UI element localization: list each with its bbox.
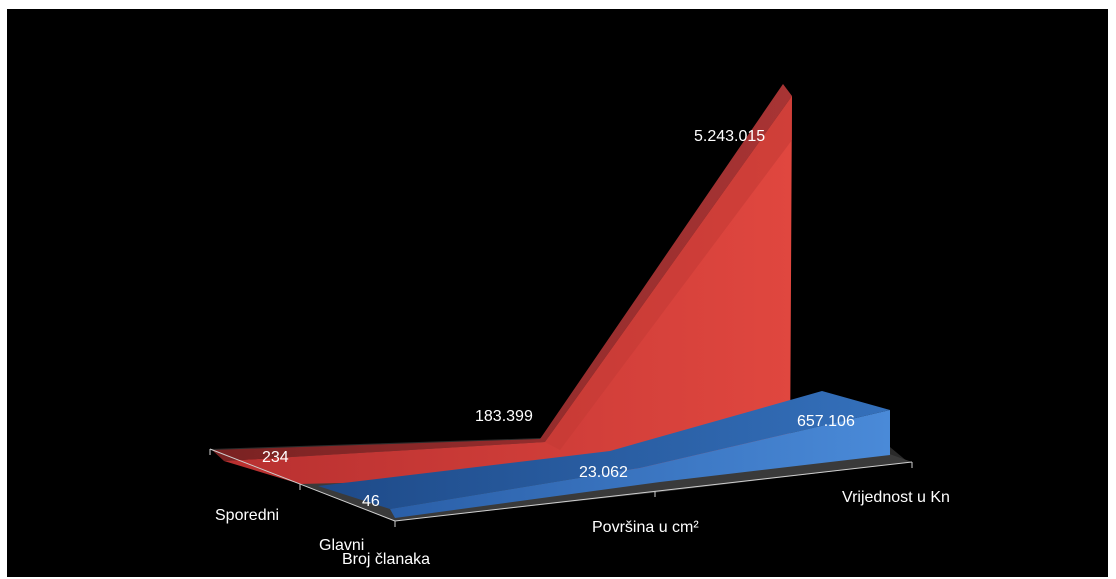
data-label-sporedni-0: 234 <box>262 449 289 466</box>
series-glavni-top <box>318 391 890 509</box>
series-sporedni-slope <box>545 96 792 450</box>
data-label-sporedni-1: 183.399 <box>475 408 533 425</box>
data-label-glavni-1: 23.062 <box>579 464 628 481</box>
data-label-sporedni-2: 5.243.015 <box>694 128 765 145</box>
data-label-glavni-0: 46 <box>362 493 380 510</box>
series-axis-line <box>209 448 396 522</box>
series-label-sporedni: Sporedni <box>215 507 279 524</box>
data-label-glavni-2: 657.106 <box>797 413 855 430</box>
category-label-2: Vrijednost u Kn <box>842 489 950 506</box>
series-label-glavni: Glavni <box>319 537 364 554</box>
series-glavni-front <box>390 410 890 518</box>
series-sporedni-front <box>224 96 792 484</box>
category-label-1: Površina u cm² <box>592 519 699 536</box>
category-label-0: Broj članaka <box>342 551 430 568</box>
category-axis-line <box>394 461 913 522</box>
